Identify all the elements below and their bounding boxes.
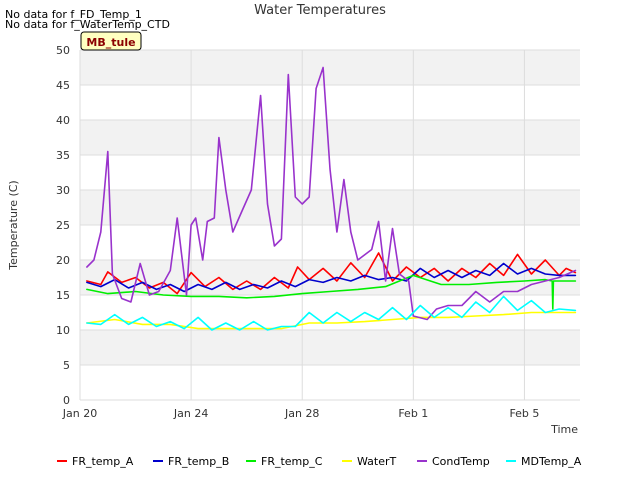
series-line-fr-temp-b <box>86 262 577 293</box>
legend-label: CondTemp <box>432 455 490 468</box>
horizontal-bands <box>80 85 580 400</box>
no-data-notice-2: No data for f_WaterTemp_CTD <box>5 18 170 31</box>
y-tick-label: 35 <box>56 149 70 162</box>
legend-label: FR_temp_A <box>72 455 134 468</box>
plot-band <box>80 365 580 400</box>
series-line-condtemp <box>86 66 577 321</box>
y-tick-label: 15 <box>56 289 70 302</box>
y-tick-label: 40 <box>56 114 70 127</box>
x-tick-label: Jan 20 <box>62 407 97 420</box>
gridlines <box>79 49 580 401</box>
y-tick-label: 45 <box>56 79 70 92</box>
y-tick-label: 30 <box>56 184 70 197</box>
y-tick-label: 20 <box>56 254 70 267</box>
plot-band <box>80 85 580 120</box>
x-tick-label: Feb 1 <box>398 407 428 420</box>
legend-label: WaterT <box>357 455 397 468</box>
series-line-watert <box>86 311 577 330</box>
site-badge-box <box>80 31 142 51</box>
legend-label: FR_temp_B <box>168 455 229 468</box>
series-line-mdtemp-a <box>86 295 577 331</box>
x-tick-label: Jan 24 <box>173 407 208 420</box>
y-tick-label: 10 <box>56 324 70 337</box>
x-axis-label: Time <box>550 423 578 436</box>
series-line-fr-temp-a <box>86 252 577 295</box>
site-badge: MB_tule <box>80 31 142 51</box>
no-data-notice-1: No data for f_FD_Temp_1 <box>5 8 142 21</box>
y-tick-label: 5 <box>63 359 70 372</box>
y-tick-label: 25 <box>56 219 70 232</box>
x-tick-label: Jan 28 <box>284 407 319 420</box>
site-badge-label: MB_tule <box>86 36 135 49</box>
y-axis-label: Temperature (C) <box>7 180 20 270</box>
plot-band <box>80 225 580 260</box>
x-axis-ticks: Jan 20 Jan 24 Jan 28 Feb 1 Feb 5 <box>62 407 540 420</box>
legend-label: MDTemp_A <box>521 455 582 468</box>
y-tick-label: 50 <box>56 44 70 57</box>
legend: FR_temp_A FR_temp_B FR_temp_C WaterT CondTem… <box>57 455 582 468</box>
chart-title: Water Temperatures <box>254 3 386 18</box>
y-axis-ticks: 0 5 10 15 20 25 30 35 40 45 50 <box>56 44 70 407</box>
series-lines <box>86 66 577 331</box>
legend-label: FR_temp_C <box>261 455 323 468</box>
y-tick-label: 0 <box>63 394 70 407</box>
x-tick-label: Feb 5 <box>509 407 539 420</box>
plot-area <box>79 49 580 401</box>
